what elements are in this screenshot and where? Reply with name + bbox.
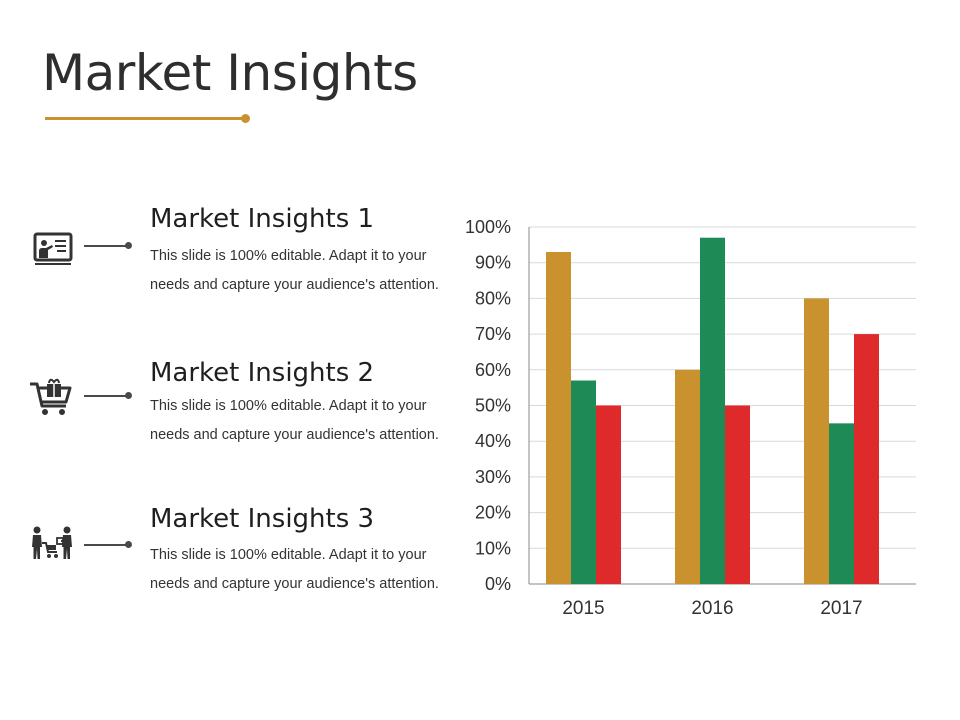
- insight-text: This slide is 100% editable. Adapt it to…: [150, 248, 439, 293]
- insight-item-1: Market Insights 1 This slide is 100% edi…: [0, 204, 450, 334]
- bar: [725, 405, 750, 584]
- y-tick-label: 10%: [475, 538, 511, 558]
- y-tick-label: 90%: [475, 253, 511, 273]
- connector-line: [84, 245, 128, 247]
- insight-item-2: Market Insights 2 This slide is 100% edi…: [0, 358, 450, 488]
- insight-text: This slide is 100% editable. Adapt it to…: [150, 547, 439, 592]
- x-tick-label: 2015: [562, 598, 604, 619]
- bar: [596, 405, 621, 584]
- y-tick-label: 30%: [475, 467, 511, 487]
- insight-heading: Market Insights 1: [150, 204, 375, 234]
- insight-heading: Market Insights 2: [150, 358, 375, 388]
- x-tick-label: 2017: [820, 598, 862, 619]
- connector-line: [84, 544, 128, 546]
- connector-dot: [125, 541, 132, 548]
- y-tick-label: 80%: [475, 288, 511, 308]
- y-tick-label: 70%: [475, 324, 511, 344]
- bar: [546, 251, 571, 585]
- y-tick-label: 0%: [485, 574, 511, 594]
- bar: [675, 369, 700, 584]
- connector-line: [84, 395, 128, 397]
- title-underline-dot: [241, 114, 250, 123]
- y-tick-label: 40%: [475, 431, 511, 451]
- people-trade-icon: [28, 521, 76, 569]
- presentation-board-icon: [28, 226, 76, 274]
- connector-dot: [125, 392, 132, 399]
- insight-heading: Market Insights 3: [150, 504, 375, 534]
- bar: [571, 380, 596, 584]
- slide-title: Market Insights: [42, 44, 418, 102]
- y-tick-label: 20%: [475, 503, 511, 523]
- connector-dot: [125, 242, 132, 249]
- title-underline: [45, 117, 245, 120]
- bar: [829, 423, 854, 584]
- insight-text: This slide is 100% editable. Adapt it to…: [150, 398, 439, 443]
- y-tick-label: 100%: [465, 217, 511, 237]
- bar-chart: 0% 10% 20% 30% 40% 50% 60% 70% 80% 90% 100% 2015 201…: [465, 217, 916, 619]
- insight-item-3: Market Insights 3 This slide is 100% edi…: [0, 504, 450, 634]
- x-tick-label: 2016: [691, 598, 733, 619]
- bar: [700, 237, 725, 584]
- bar: [804, 298, 829, 584]
- y-tick-label: 50%: [475, 396, 511, 416]
- bar: [854, 334, 879, 584]
- y-tick-label: 60%: [475, 360, 511, 380]
- shopping-cart-gift-icon: [28, 374, 76, 422]
